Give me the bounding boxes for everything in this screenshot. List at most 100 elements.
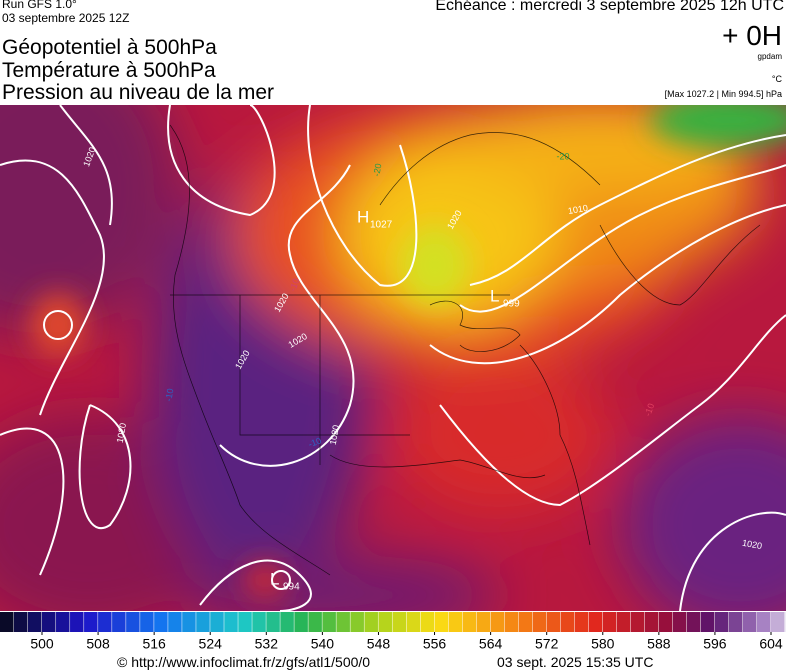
colorbar-cell bbox=[154, 612, 168, 632]
colorbar-cell bbox=[686, 612, 701, 632]
colorbar-tick-label: 564 bbox=[479, 636, 503, 652]
colorbar-tick-label: 524 bbox=[199, 636, 223, 652]
title-geo: Géopotentiel à 500hPa bbox=[2, 36, 217, 59]
colorbar-cell bbox=[210, 612, 224, 632]
colorbar-tick-label: 572 bbox=[535, 636, 559, 652]
colorbar-cell bbox=[490, 612, 505, 632]
colorbar-tick-label: 556 bbox=[423, 636, 447, 652]
colorbar-cell bbox=[266, 612, 280, 632]
contour-label: -10 bbox=[287, 277, 301, 293]
colorbar-tick-label: 532 bbox=[255, 636, 279, 652]
colorbar-cell bbox=[714, 612, 729, 632]
colorbar-tick-label: 604 bbox=[759, 636, 783, 652]
colorbar-cell bbox=[126, 612, 140, 632]
colorbar-cell bbox=[364, 612, 378, 632]
colorbar-tick-label: 548 bbox=[367, 636, 391, 652]
colorbar-cell bbox=[0, 612, 14, 632]
colorbar-cell bbox=[322, 612, 336, 632]
colorbar-cell bbox=[140, 612, 154, 632]
colorbar-cell bbox=[112, 612, 126, 632]
colorbar-cell bbox=[308, 612, 322, 632]
contour-label: 1020 bbox=[741, 538, 762, 551]
colorbar-cell bbox=[602, 612, 617, 632]
colorbar-cell bbox=[42, 612, 56, 632]
center-value: 994 bbox=[283, 582, 300, 593]
contour-label: 1020 bbox=[328, 424, 341, 445]
title-pressure: Pression au niveau de la mer bbox=[2, 81, 274, 104]
lead-time: + 0H bbox=[722, 20, 782, 51]
center-symbol: L bbox=[490, 286, 499, 305]
contour-label: -10 bbox=[163, 388, 175, 403]
colorbar-cell bbox=[574, 612, 589, 632]
colorbar-cell bbox=[546, 612, 561, 632]
colorbar-cell bbox=[294, 612, 308, 632]
colorbar-cell bbox=[84, 612, 98, 632]
colorbar-cell bbox=[406, 612, 421, 632]
colorbar-cell bbox=[98, 612, 112, 632]
colorbar-cell bbox=[392, 612, 406, 632]
generated-time: 03 sept. 2025 15:35 UTC bbox=[497, 654, 654, 670]
isobars bbox=[0, 105, 786, 611]
contour-label: -10 bbox=[642, 402, 656, 418]
contour-label: 1020 bbox=[115, 422, 128, 443]
colorbar-cell bbox=[168, 612, 182, 632]
colorbar-tick-label: 508 bbox=[86, 636, 110, 652]
colorbar-cell bbox=[742, 612, 757, 632]
colorbar-cell bbox=[672, 612, 687, 632]
colorbar-cell bbox=[448, 612, 463, 632]
colorbar-tick-label: 540 bbox=[311, 636, 335, 652]
colorbar-cell bbox=[560, 612, 575, 632]
center-symbol: L bbox=[270, 569, 279, 588]
colorbar-cell bbox=[588, 612, 603, 632]
colorbar-cell bbox=[630, 612, 645, 632]
run-label: Run GFS 1.0° bbox=[2, 0, 77, 11]
unit-geo: gpdam bbox=[757, 52, 782, 61]
colorbar-cell bbox=[350, 612, 364, 632]
coastlines bbox=[169, 124, 761, 576]
colorbar-cell bbox=[336, 612, 350, 632]
colorbar-cell bbox=[532, 612, 547, 632]
colorbar-tick-label: 580 bbox=[591, 636, 615, 652]
colorbar-cell bbox=[771, 612, 785, 632]
pressure-range: [Max 1027.2 | Min 994.5] hPa bbox=[664, 89, 782, 99]
contour-label: -20 bbox=[371, 163, 383, 178]
center-value: 1027 bbox=[370, 220, 393, 231]
colorbar-cell bbox=[728, 612, 743, 632]
colorbar: 500 508 516 524 532 540 548 556 564 572 580 588 596 6… bbox=[0, 612, 786, 652]
colorbar-cell bbox=[700, 612, 715, 632]
echeance: Echéance : mercredi 3 septembre 2025 12h… bbox=[435, 0, 784, 14]
colorbar-cell bbox=[434, 612, 449, 632]
colorbar-cell bbox=[182, 612, 196, 632]
contour-label: 1010 bbox=[567, 203, 588, 216]
center-value: 999 bbox=[503, 299, 520, 310]
colorbar-cell bbox=[462, 612, 477, 632]
colorbar-cell bbox=[644, 612, 659, 632]
contour-label: -20 bbox=[556, 151, 569, 161]
colorbar-cell bbox=[658, 612, 673, 632]
colorbar-cell bbox=[238, 612, 252, 632]
title-temp: Température à 500hPa bbox=[2, 59, 216, 82]
colorbar-cell bbox=[756, 612, 771, 632]
colorbar-cell bbox=[27, 612, 42, 632]
colorbar-cell bbox=[616, 612, 631, 632]
colorbar-tick-label: 516 bbox=[142, 636, 166, 652]
unit-temp: °C bbox=[771, 74, 782, 84]
colorbar-cell bbox=[420, 612, 435, 632]
colorbar-tick-label: 596 bbox=[703, 636, 727, 652]
colorbar-cell bbox=[56, 612, 70, 632]
colorbar-cell bbox=[378, 612, 392, 632]
colorbar-cell bbox=[504, 612, 519, 632]
colorbar-cell bbox=[70, 612, 84, 632]
colorbar-cell bbox=[476, 612, 491, 632]
colorbar-cell bbox=[224, 612, 238, 632]
colorbar-cell bbox=[13, 612, 28, 632]
contour-label: -10 bbox=[307, 435, 323, 449]
colorbar-tick-label: 588 bbox=[647, 636, 671, 652]
colorbar-cell bbox=[252, 612, 266, 632]
center-symbol: H bbox=[357, 207, 369, 226]
colorbar-cell bbox=[518, 612, 533, 632]
colorbar-tick-label: 500 bbox=[30, 636, 54, 652]
source-url: © http://www.infoclimat.fr/z/gfs/atl1/50… bbox=[117, 654, 371, 670]
